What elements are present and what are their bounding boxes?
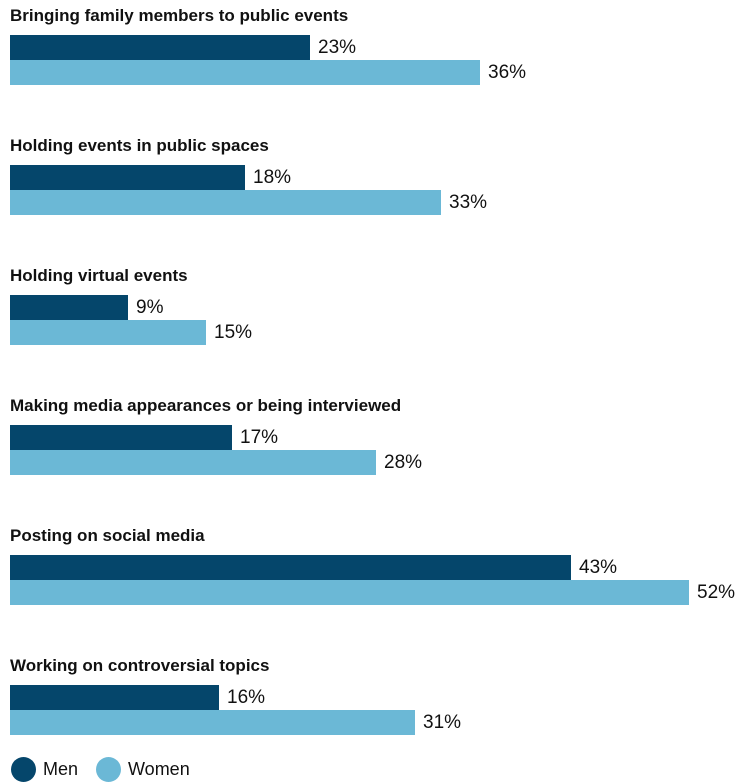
value-label-men: 9% xyxy=(136,297,163,319)
bar-men xyxy=(10,35,310,60)
legend-item-women: Women xyxy=(96,757,190,782)
legend-item-men: Men xyxy=(11,757,78,782)
category-label: Bringing family members to public events xyxy=(10,6,348,26)
category-label: Holding virtual events xyxy=(10,266,188,286)
value-label-women: 15% xyxy=(214,322,252,344)
legend-swatch-men xyxy=(11,757,36,782)
value-label-women: 52% xyxy=(697,582,735,604)
bar-women xyxy=(10,580,689,605)
bar-women xyxy=(10,320,206,345)
value-label-women: 28% xyxy=(384,452,422,474)
value-label-women: 36% xyxy=(488,62,526,84)
bar-women xyxy=(10,190,441,215)
category-label: Making media appearances or being interv… xyxy=(10,396,401,416)
legend-label-men: Men xyxy=(43,759,78,780)
category-label: Posting on social media xyxy=(10,526,205,546)
bar-men xyxy=(10,555,571,580)
bar-women xyxy=(10,60,480,85)
bar-men xyxy=(10,165,245,190)
category-label: Working on controversial topics xyxy=(10,656,269,676)
bar-women xyxy=(10,450,376,475)
bar-men xyxy=(10,295,128,320)
value-label-men: 43% xyxy=(579,557,617,579)
value-label-men: 18% xyxy=(253,167,291,189)
value-label-men: 23% xyxy=(318,37,356,59)
value-label-women: 31% xyxy=(423,712,461,734)
value-label-men: 16% xyxy=(227,687,265,709)
bar-men xyxy=(10,685,219,710)
value-label-men: 17% xyxy=(240,427,278,449)
legend-label-women: Women xyxy=(128,759,190,780)
legend-swatch-women xyxy=(96,757,121,782)
value-label-women: 33% xyxy=(449,192,487,214)
legend: Men Women xyxy=(11,756,208,782)
bar-men xyxy=(10,425,232,450)
category-label: Holding events in public spaces xyxy=(10,136,269,156)
bar-women xyxy=(10,710,415,735)
